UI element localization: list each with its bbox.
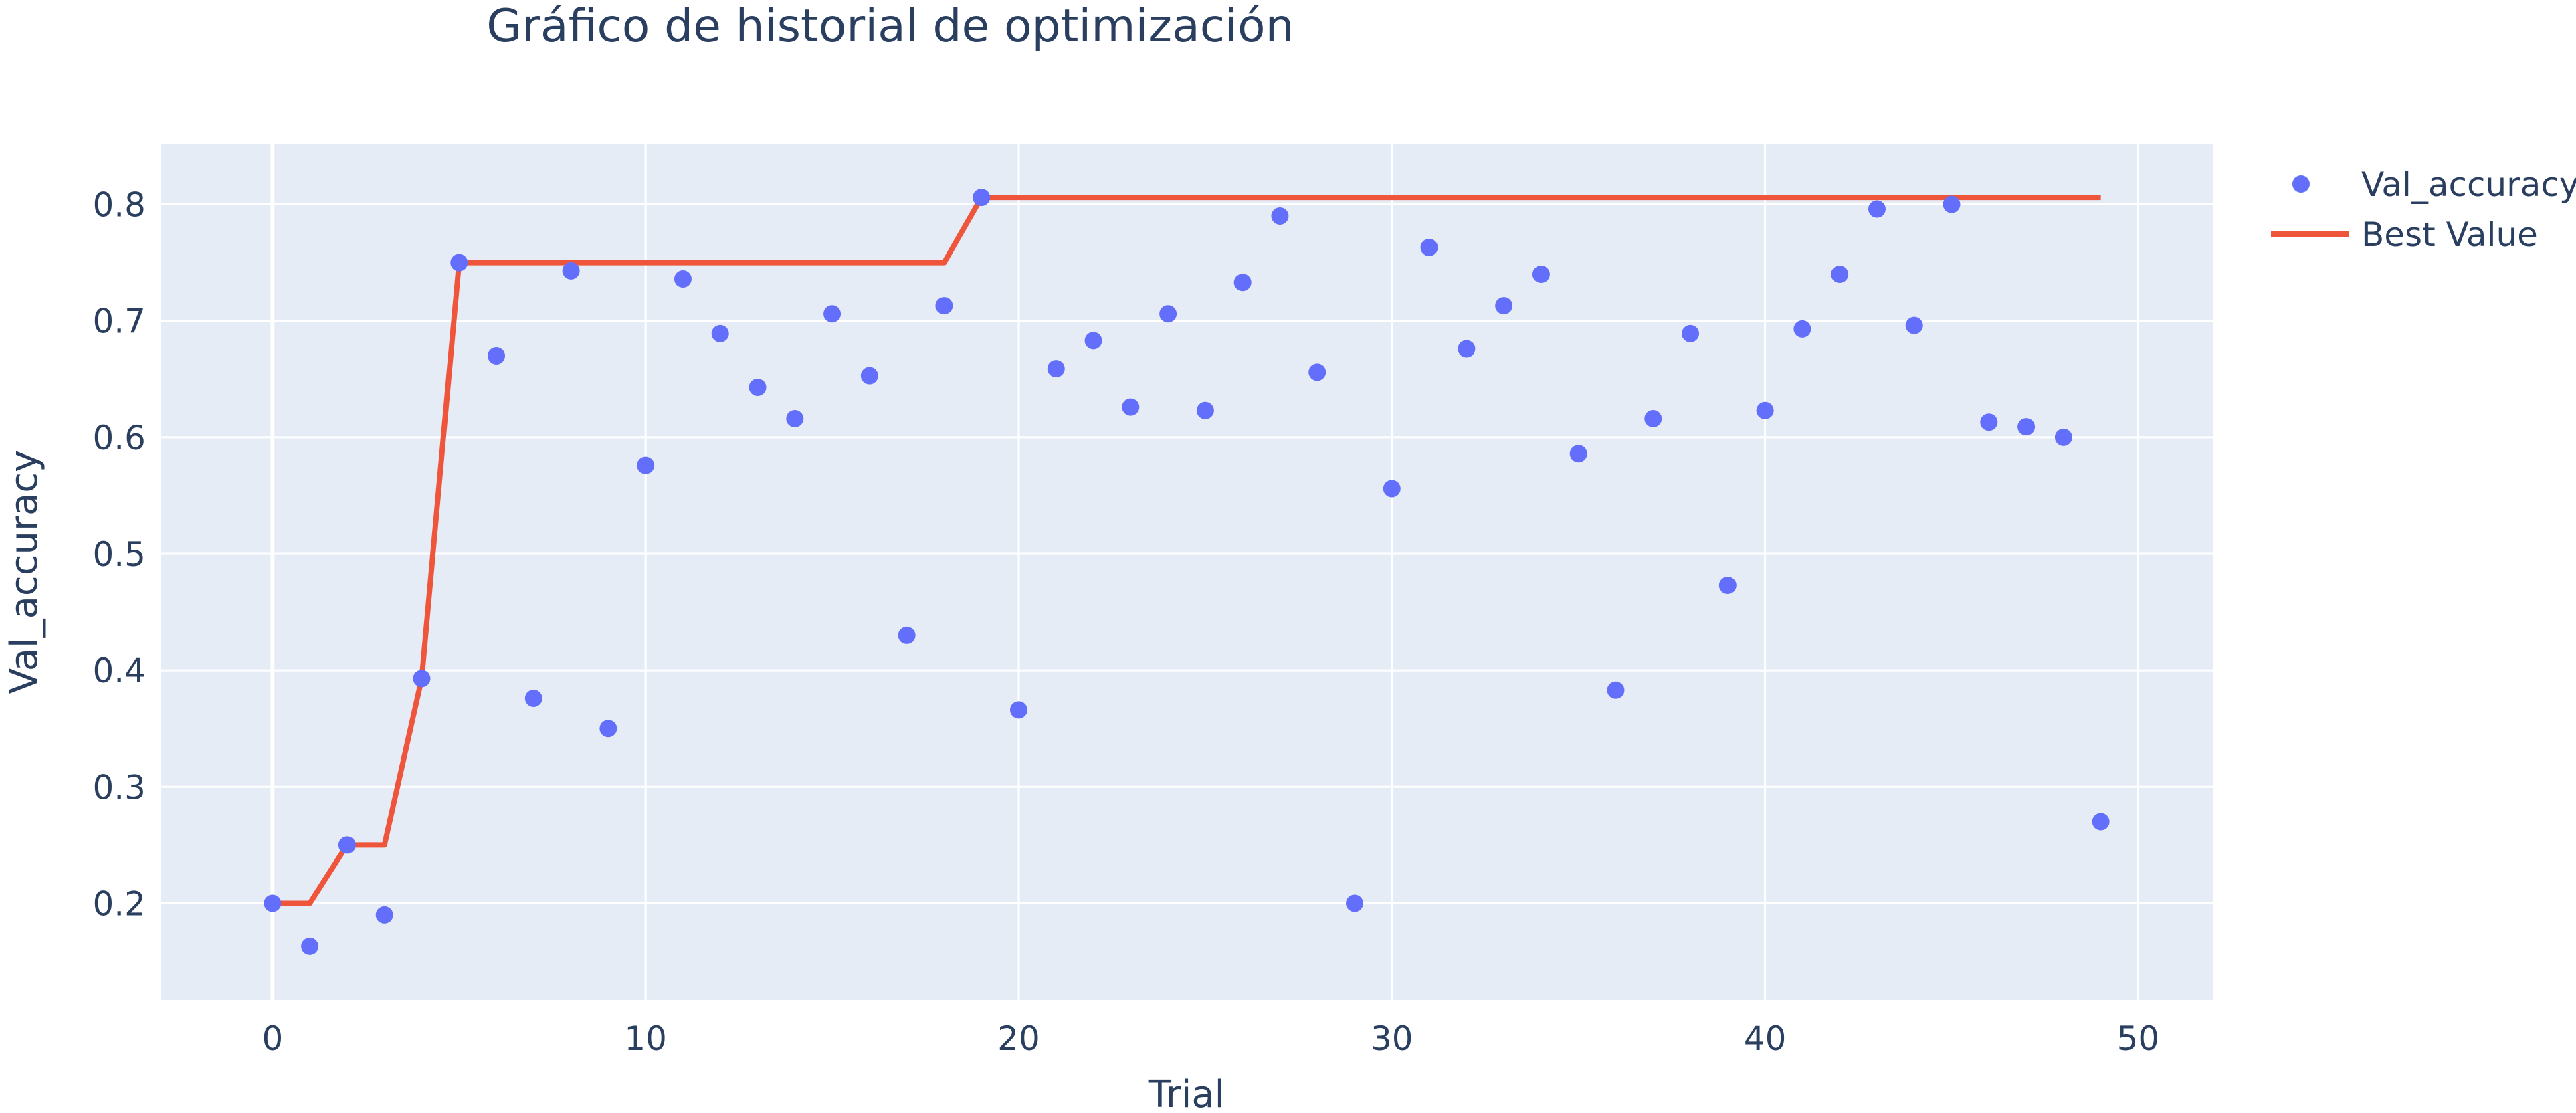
data-point[interactable] <box>898 626 916 644</box>
data-point[interactable] <box>749 378 767 396</box>
data-point[interactable] <box>1756 401 1774 419</box>
data-point[interactable] <box>1308 363 1326 381</box>
x-tick-label: 50 <box>2117 1019 2160 1058</box>
data-point[interactable] <box>674 270 692 288</box>
data-point[interactable] <box>1644 409 1662 427</box>
data-point[interactable] <box>786 409 804 427</box>
data-point[interactable] <box>1159 305 1177 323</box>
data-point[interactable] <box>488 346 506 365</box>
data-points-layer <box>264 189 2110 955</box>
data-point[interactable] <box>413 670 431 688</box>
data-point[interactable] <box>973 189 991 207</box>
data-point[interactable] <box>1718 577 1737 595</box>
data-point[interactable] <box>1793 320 1811 338</box>
y-tick-label: 0.2 <box>92 884 146 923</box>
legend: Val_accuracy Best Value <box>2271 165 2576 254</box>
data-point[interactable] <box>2092 813 2110 831</box>
tick-labels: 0 10 20 30 40 50 0.2 0.3 0.4 0.5 0.6 0.7 0.8 <box>92 186 2159 1058</box>
data-point[interactable] <box>1532 266 1550 284</box>
data-point[interactable] <box>1196 401 1214 419</box>
data-point[interactable] <box>338 836 356 854</box>
x-tick-label: 40 <box>1744 1019 1787 1058</box>
data-point[interactable] <box>637 456 655 474</box>
data-point[interactable] <box>1383 480 1401 498</box>
data-point[interactable] <box>1980 413 1998 431</box>
data-point[interactable] <box>711 324 729 342</box>
data-point[interactable] <box>1831 266 1849 284</box>
data-point[interactable] <box>1084 332 1102 350</box>
data-point[interactable] <box>599 720 617 738</box>
data-point[interactable] <box>1682 324 1700 342</box>
y-tick-label: 0.5 <box>92 535 146 574</box>
data-point[interactable] <box>450 254 468 272</box>
data-point[interactable] <box>1009 701 1027 719</box>
legend-label-val-accuracy: Val_accuracy <box>2361 165 2576 204</box>
data-point[interactable] <box>860 367 878 385</box>
data-point[interactable] <box>1569 445 1587 463</box>
data-point[interactable] <box>1047 360 1065 378</box>
x-tick-label: 0 <box>262 1019 283 1058</box>
data-point[interactable] <box>2017 418 2036 436</box>
y-tick-label: 0.6 <box>92 419 146 458</box>
data-point[interactable] <box>301 937 319 955</box>
data-point[interactable] <box>1905 316 1923 334</box>
y-tick-label: 0.4 <box>92 651 146 690</box>
data-point[interactable] <box>1233 274 1252 292</box>
data-point[interactable] <box>1607 681 1625 699</box>
data-point[interactable] <box>1943 195 1961 213</box>
data-point[interactable] <box>1271 207 1289 225</box>
y-tick-label: 0.3 <box>92 768 146 807</box>
best-value-line <box>272 195 2101 906</box>
best-value-layer <box>272 195 2101 906</box>
data-point[interactable] <box>1458 340 1476 358</box>
data-point[interactable] <box>1346 894 1364 912</box>
data-point[interactable] <box>823 305 841 323</box>
legend-item-val-accuracy[interactable]: Val_accuracy <box>2292 165 2576 204</box>
chart-title: Gráfico de historial de optimización <box>486 0 1294 53</box>
plot-area <box>161 144 2213 1000</box>
data-point[interactable] <box>1122 398 1140 416</box>
data-point[interactable] <box>562 262 580 280</box>
legend-item-best-value[interactable]: Best Value <box>2271 215 2538 254</box>
data-point[interactable] <box>935 297 953 315</box>
data-point[interactable] <box>2054 428 2072 446</box>
data-point[interactable] <box>1420 238 1438 256</box>
data-point[interactable] <box>524 689 542 707</box>
data-point[interactable] <box>264 894 282 912</box>
legend-marker-icon <box>2292 175 2310 193</box>
data-point[interactable] <box>1868 200 1886 218</box>
x-tick-label: 20 <box>997 1019 1040 1058</box>
y-tick-label: 0.7 <box>92 302 146 341</box>
data-point[interactable] <box>1495 297 1513 315</box>
x-tick-label: 30 <box>1371 1019 1413 1058</box>
x-tick-label: 10 <box>624 1019 667 1058</box>
x-axis-title: Trial <box>1148 1073 1225 1113</box>
y-tick-label: 0.8 <box>92 186 146 225</box>
data-point[interactable] <box>375 906 393 924</box>
legend-label-best-value: Best Value <box>2361 215 2538 254</box>
y-axis-title: Val_accuracy <box>3 450 46 694</box>
